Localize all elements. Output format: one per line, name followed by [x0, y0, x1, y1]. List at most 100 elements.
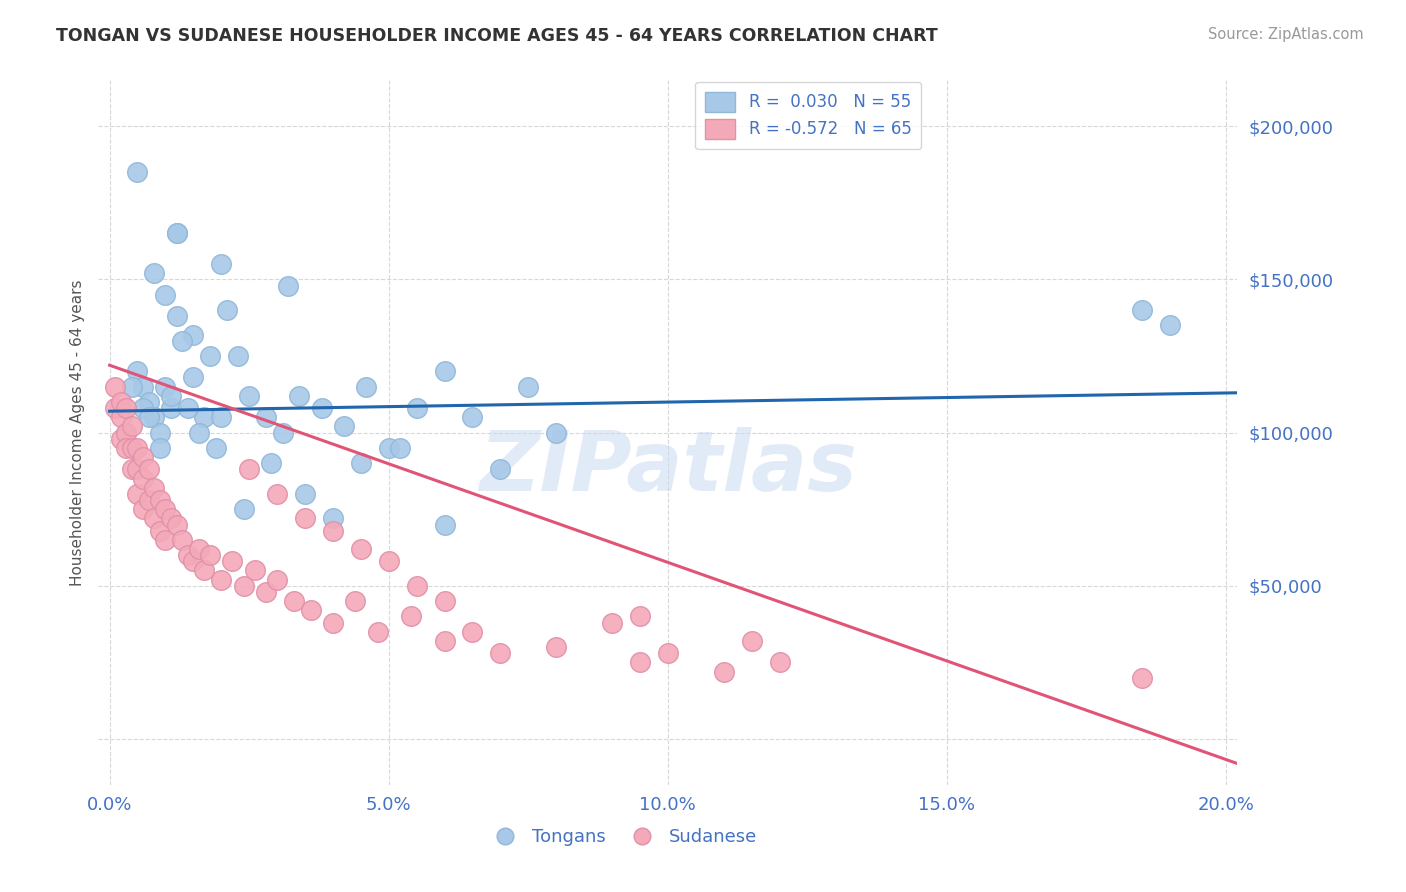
Point [187, 425, 209, 440]
Point [149, 441, 172, 455]
Point [198, 548, 221, 562]
Point [138, 493, 160, 508]
Point [322, 524, 344, 538]
Point [172, 334, 194, 348]
Point [266, 573, 288, 587]
Point [209, 573, 232, 587]
Point [243, 564, 266, 578]
Point [121, 462, 143, 476]
Point [294, 511, 316, 525]
Point [283, 594, 305, 608]
Point [110, 432, 132, 446]
Point [377, 554, 399, 568]
Point [489, 462, 512, 476]
Point [115, 425, 138, 440]
Point [132, 379, 155, 393]
Point [166, 227, 188, 241]
Text: Source: ZipAtlas.com: Source: ZipAtlas.com [1208, 27, 1364, 42]
Point [121, 419, 143, 434]
Point [127, 165, 149, 179]
Point [322, 511, 344, 525]
Point [166, 227, 188, 241]
Point [288, 389, 311, 403]
Point [405, 401, 427, 416]
Point [271, 425, 294, 440]
Point [132, 472, 155, 486]
Point [166, 309, 188, 323]
Point [517, 379, 540, 393]
Point [149, 524, 172, 538]
Point [138, 462, 160, 476]
Point [127, 441, 149, 455]
Point [138, 410, 160, 425]
Point [132, 502, 155, 516]
Point [215, 303, 238, 318]
Point [232, 502, 254, 516]
Point [121, 441, 143, 455]
Point [311, 401, 333, 416]
Point [1130, 303, 1153, 318]
Point [104, 401, 127, 416]
Point [209, 410, 232, 425]
Point [238, 462, 260, 476]
Point [461, 624, 484, 639]
Point [356, 379, 378, 393]
Point [299, 603, 322, 617]
Point [127, 462, 149, 476]
Point [193, 564, 215, 578]
Point [628, 609, 651, 624]
Point [322, 615, 344, 630]
Point [172, 533, 194, 547]
Point [132, 401, 155, 416]
Point [110, 395, 132, 409]
Point [127, 364, 149, 378]
Point [367, 624, 389, 639]
Point [132, 450, 155, 464]
Point [226, 349, 249, 363]
Point [187, 542, 209, 557]
Point [405, 579, 427, 593]
Point [489, 646, 512, 660]
Point [713, 665, 735, 679]
Point [254, 410, 277, 425]
Point [433, 517, 456, 532]
Point [143, 481, 166, 495]
Point [344, 594, 367, 608]
Point [198, 349, 221, 363]
Point [204, 441, 226, 455]
Point [1159, 318, 1181, 333]
Point [160, 401, 183, 416]
Point [209, 257, 232, 271]
Text: TONGAN VS SUDANESE HOUSEHOLDER INCOME AGES 45 - 64 YEARS CORRELATION CHART: TONGAN VS SUDANESE HOUSEHOLDER INCOME AG… [56, 27, 938, 45]
Point [350, 542, 373, 557]
Point [143, 410, 166, 425]
Point [254, 585, 277, 599]
Point [628, 656, 651, 670]
Point [238, 389, 260, 403]
Point [333, 419, 356, 434]
Point [177, 548, 200, 562]
Point [149, 493, 172, 508]
Point [232, 579, 254, 593]
Point [1130, 671, 1153, 685]
Point [104, 379, 127, 393]
Point [155, 379, 177, 393]
Point [377, 441, 399, 455]
Point [115, 401, 138, 416]
Point [155, 533, 177, 547]
Point [277, 278, 299, 293]
Point [350, 456, 373, 470]
Point [155, 502, 177, 516]
Point [260, 456, 283, 470]
Point [388, 441, 411, 455]
Point [166, 517, 188, 532]
Point [143, 266, 166, 280]
Point [183, 370, 205, 384]
Point [461, 410, 484, 425]
Point [138, 395, 160, 409]
Point [155, 287, 177, 301]
Point [546, 425, 568, 440]
Text: ZIPatlas: ZIPatlas [479, 427, 856, 508]
Point [143, 511, 166, 525]
Point [741, 634, 763, 648]
